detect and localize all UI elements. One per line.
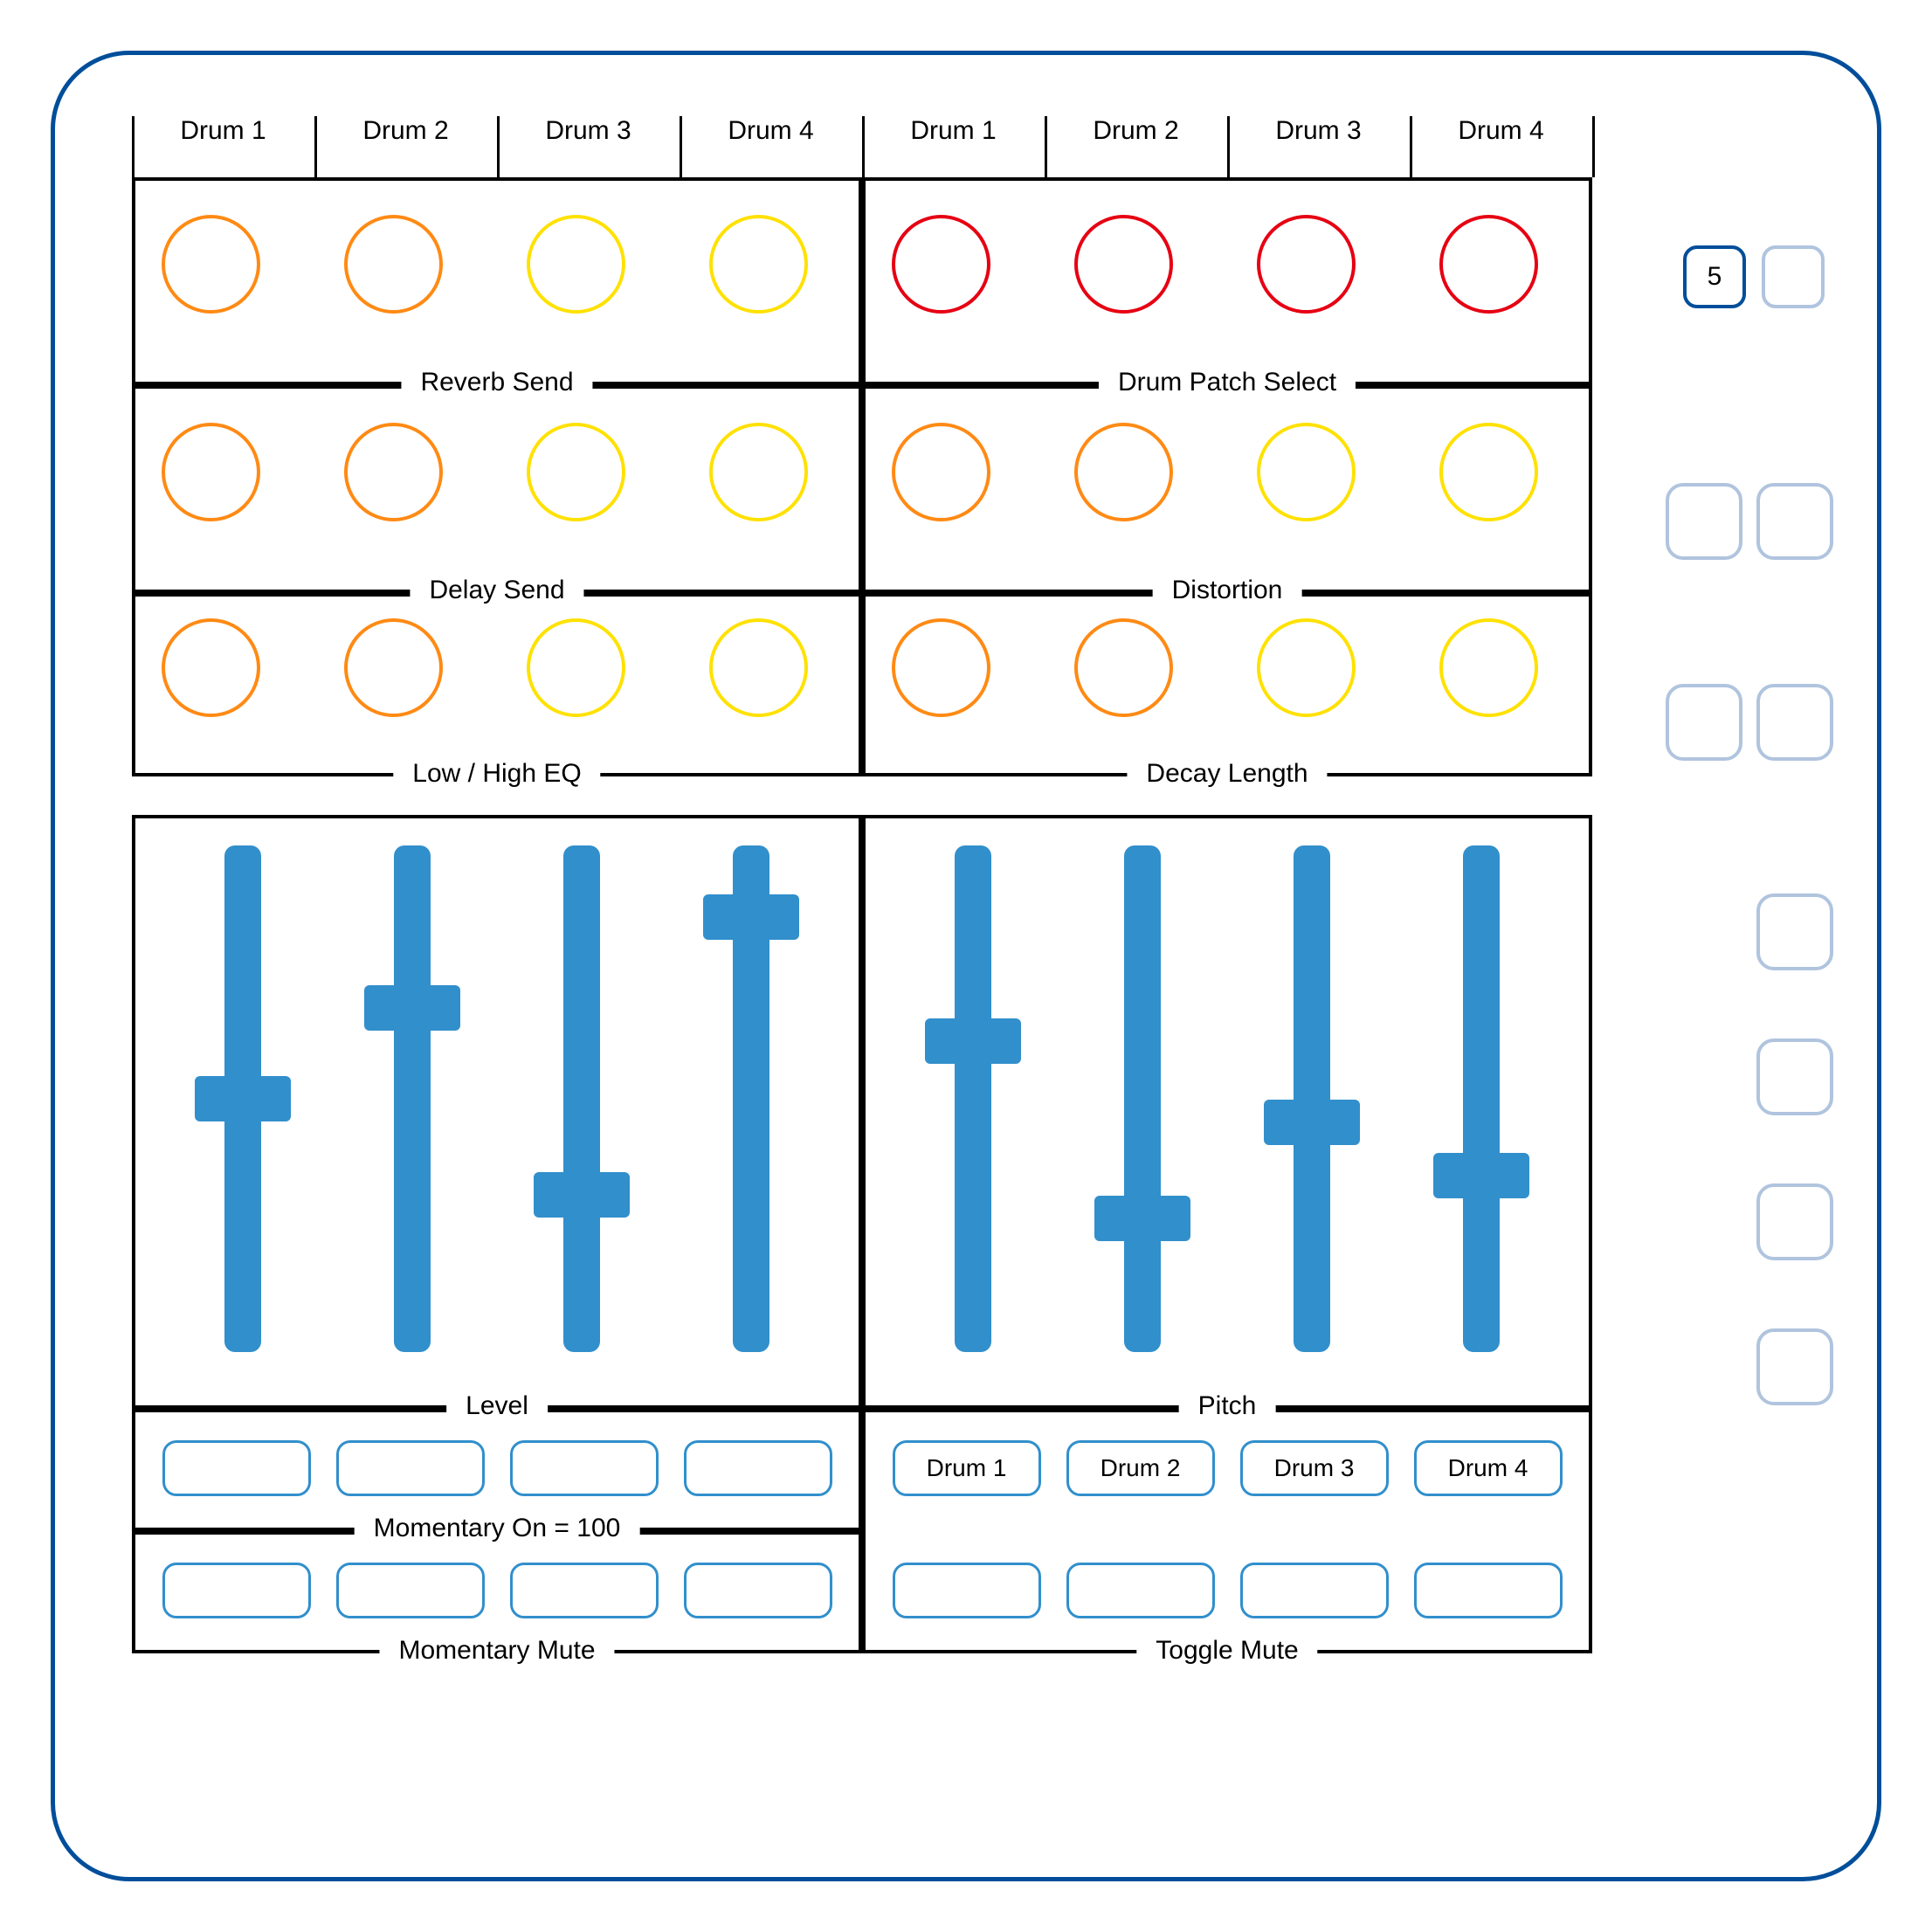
knob-row-reverb-send (162, 215, 808, 314)
knob[interactable] (344, 618, 443, 717)
controller-frame: Drum 1 Drum 2 Drum 3 Drum 4 Drum 1 Drum … (51, 51, 1881, 1881)
knob[interactable] (1257, 423, 1356, 521)
pill-button[interactable] (162, 1563, 311, 1618)
knob[interactable] (892, 618, 990, 717)
knob[interactable] (162, 215, 260, 314)
knob[interactable] (892, 215, 990, 314)
header-drum: Drum 2 (314, 116, 497, 146)
knob[interactable] (709, 618, 808, 717)
knob[interactable] (1439, 215, 1538, 314)
pill-button[interactable] (510, 1563, 659, 1618)
section-label: Distortion (1153, 576, 1302, 605)
side-pad[interactable] (1756, 894, 1833, 970)
pill-button[interactable] (336, 1563, 485, 1618)
section-label: Decay Length (1127, 759, 1327, 789)
fader[interactable] (916, 837, 1030, 1361)
knob[interactable] (527, 618, 625, 717)
header-drum: Drum 1 (132, 116, 314, 146)
side-pad[interactable] (1756, 1183, 1833, 1260)
header-drum: Drum 3 (1227, 116, 1410, 146)
section-label: Momentary On = 100 (355, 1514, 640, 1543)
side-pad[interactable] (1666, 483, 1742, 560)
knob[interactable] (709, 215, 808, 314)
knob[interactable] (344, 423, 443, 521)
knob[interactable] (892, 423, 990, 521)
pill-button[interactable] (162, 1440, 311, 1496)
section-label: Toggle Mute (1136, 1636, 1317, 1666)
knob[interactable] (162, 618, 260, 717)
header-drum: Drum 4 (1410, 116, 1592, 146)
button-row-pitch-buttons: Drum 1 Drum 2 Drum 3 Drum 4 (880, 1440, 1575, 1496)
fader[interactable] (1086, 837, 1199, 1361)
fader-group-pitch (888, 837, 1566, 1361)
fader[interactable] (525, 837, 638, 1361)
section-label: Drum Patch Select (1099, 368, 1356, 397)
knob[interactable] (1074, 423, 1173, 521)
knob-row-distortion (892, 423, 1538, 521)
knob[interactable] (527, 423, 625, 521)
pill-button[interactable]: Drum 1 (893, 1440, 1041, 1496)
pill-button[interactable] (1240, 1563, 1389, 1618)
side-pad[interactable] (1756, 684, 1833, 761)
knob[interactable] (527, 215, 625, 314)
pill-button[interactable] (684, 1440, 832, 1496)
knob[interactable] (709, 423, 808, 521)
button-row-momentary-mute (149, 1563, 845, 1618)
section-label: Delay Send (410, 576, 583, 605)
knob[interactable] (1074, 618, 1173, 717)
section-label: Pitch (1179, 1391, 1276, 1421)
side-pad[interactable] (1756, 1328, 1833, 1405)
side-pad[interactable] (1756, 1038, 1833, 1115)
fader[interactable] (186, 837, 300, 1361)
pill-button[interactable]: Drum 3 (1240, 1440, 1389, 1496)
pill-button[interactable] (684, 1563, 832, 1618)
header-drum: Drum 1 (862, 116, 1045, 146)
section-label: Reverb Send (401, 368, 592, 397)
fader-group-level (158, 837, 836, 1361)
knob[interactable] (1439, 618, 1538, 717)
knob-row-drum-patch-select (892, 215, 1538, 314)
pill-button[interactable] (336, 1440, 485, 1496)
knob[interactable] (1257, 618, 1356, 717)
section-label: Level (446, 1391, 548, 1421)
fader[interactable] (355, 837, 469, 1361)
knob-row-low-high-eq (162, 618, 808, 717)
pill-button[interactable] (1066, 1563, 1215, 1618)
column-headers: Drum 1 Drum 2 Drum 3 Drum 4 Drum 1 Drum … (132, 116, 1592, 146)
side-button[interactable] (1762, 245, 1825, 308)
fader[interactable] (1425, 837, 1538, 1361)
button-row-toggle-mute (880, 1563, 1575, 1618)
side-pad[interactable] (1666, 684, 1742, 761)
knob[interactable] (344, 215, 443, 314)
section-label: Momentary Mute (379, 1636, 614, 1666)
fader[interactable] (1255, 837, 1369, 1361)
button-row-momentary-on (149, 1440, 845, 1496)
pill-button[interactable] (893, 1563, 1041, 1618)
header-drum: Drum 2 (1045, 116, 1227, 146)
pill-button[interactable]: Drum 4 (1414, 1440, 1563, 1496)
pill-button[interactable] (1414, 1563, 1563, 1618)
knob[interactable] (162, 423, 260, 521)
side-button-5[interactable]: 5 (1683, 245, 1746, 308)
knob[interactable] (1257, 215, 1356, 314)
section-label: Low / High EQ (393, 759, 600, 789)
pill-button[interactable]: Drum 2 (1066, 1440, 1215, 1496)
pill-button[interactable] (510, 1440, 659, 1496)
fader[interactable] (694, 837, 808, 1361)
knob[interactable] (1439, 423, 1538, 521)
header-drum: Drum 3 (497, 116, 680, 146)
knob[interactable] (1074, 215, 1173, 314)
knob-row-delay-send (162, 423, 808, 521)
header-drum: Drum 4 (680, 116, 862, 146)
side-pad[interactable] (1756, 483, 1833, 560)
knob-row-decay-length (892, 618, 1538, 717)
